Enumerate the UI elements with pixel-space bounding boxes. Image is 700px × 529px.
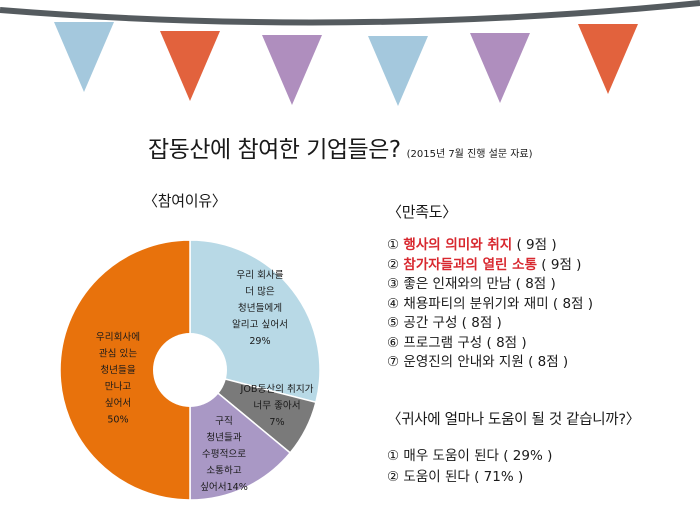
pie-slice-label: 우리 회사를 더 많은 청년들에게 알리고 싶어서 29% xyxy=(232,270,288,347)
pie-slice-label: 구직 청년들과 수평적으로 소통하고 싶어서14% xyxy=(200,416,248,493)
pie-slice-label: JOB동산의 취지가 너무 좋아서 7% xyxy=(240,384,314,428)
bunting-decoration xyxy=(0,0,700,106)
helpfulness-item-label: 도움이 된다 ( 71% ) xyxy=(403,468,524,485)
satisfaction-list: ① 행사의 의미와 취지 ( 9점 ) ② 참가자들과의 열린 소통 ( 9점 )… xyxy=(387,236,593,373)
page-title: 잡동산에 참여한 기업들은? xyxy=(148,137,401,163)
satisfaction-item-label: 좋은 인재와의 만남 xyxy=(403,276,512,292)
bunting-flag xyxy=(470,33,530,103)
survey-note: (2015년 7월 진행 설문 자료) xyxy=(406,149,533,160)
bunting-string xyxy=(0,0,700,26)
satisfaction-item-score: ( 8점 ) xyxy=(511,276,556,292)
satisfaction-item-label: 행사의 의미와 취지 xyxy=(403,237,513,253)
participation-reason-pie-chart: 우리 회사를 더 많은 청년들에게 알리고 싶어서 29% JOB동산의 취지가 너무 좋아… xyxy=(59,239,321,501)
satisfaction-item: ⑦ 운영진의 안내와 지원 ( 8점 ) xyxy=(387,353,593,373)
satisfaction-item-score: ( 9점 ) xyxy=(512,237,557,253)
item-number: ⑤ xyxy=(387,315,400,331)
satisfaction-item: ① 행사의 의미와 취지 ( 9점 ) xyxy=(387,236,593,256)
item-number: ② xyxy=(387,256,400,273)
pie-center-hole xyxy=(153,333,227,407)
satisfaction-item-score: ( 8점 ) xyxy=(523,354,569,370)
item-number: ① xyxy=(387,448,400,464)
satisfaction-item: ⑤ 공간 구성 ( 8점 ) xyxy=(387,314,593,334)
satisfaction-item-label: 프로그램 구성 xyxy=(403,334,483,351)
satisfaction-item: ④ 채용파티의 분위기와 재미 ( 8점 ) xyxy=(387,295,593,315)
satisfaction-item-label: 채용파티의 분위기와 재미 xyxy=(403,295,549,312)
satisfaction-item-label: 공간 구성 xyxy=(403,315,458,331)
satisfaction-item: ⑥ 프로그램 구성 ( 8점 ) xyxy=(387,334,593,354)
bunting-flag xyxy=(262,35,322,105)
bunting-flag xyxy=(368,36,428,106)
pie-slice xyxy=(59,239,191,501)
satisfaction-item-label: 운영진의 안내와 지원 xyxy=(403,354,524,370)
bunting-flag xyxy=(54,22,114,92)
page-title-row: 잡동산에 참여한 기업들은? (2015년 7월 진행 설문 자료) xyxy=(148,130,533,164)
helpfulness-heading: 〈귀사에 얼마나 도움이 될 것 같습니까?〉 xyxy=(387,412,640,428)
satisfaction-item: ② 참가자들과의 열린 소통 ( 9점 ) xyxy=(387,256,593,276)
bunting-flag xyxy=(160,31,220,101)
helpfulness-list: ① 매우 도움이 된다 ( 29% ) ② 도움이 된다 ( 71% ) xyxy=(387,446,552,487)
satisfaction-item-score: ( 8점 ) xyxy=(548,295,594,312)
satisfaction-item-score: ( 8점 ) xyxy=(457,315,502,331)
item-number: ⑦ xyxy=(387,354,400,370)
item-number: ③ xyxy=(387,276,400,292)
satisfaction-item-score: ( 9점 ) xyxy=(537,256,582,273)
pie-slice xyxy=(189,368,292,501)
participation-reason-heading: 〈참여이유〉 xyxy=(143,192,227,210)
item-number: ⑥ xyxy=(387,334,400,351)
bunting-flag xyxy=(578,24,638,94)
item-number: ② xyxy=(387,468,400,485)
helpfulness-item: ① 매우 도움이 된다 ( 29% ) xyxy=(387,446,552,467)
satisfaction-item-label: 참가자들과의 열린 소통 xyxy=(403,256,538,273)
item-number: ④ xyxy=(387,295,400,312)
satisfaction-item-score: ( 8점 ) xyxy=(482,334,527,351)
pie-slice-label: 우리회사에 관심 있는 청년들을 만나고 싶어서 50% xyxy=(96,332,140,426)
item-number: ① xyxy=(387,237,400,253)
helpfulness-item: ② 도움이 된다 ( 71% ) xyxy=(387,467,552,488)
helpfulness-item-label: 매우 도움이 된다 ( 29% ) xyxy=(403,448,553,464)
satisfaction-heading: 〈만족도〉 xyxy=(387,203,457,221)
satisfaction-item: ③ 좋은 인재와의 만남 ( 8점 ) xyxy=(387,275,593,295)
